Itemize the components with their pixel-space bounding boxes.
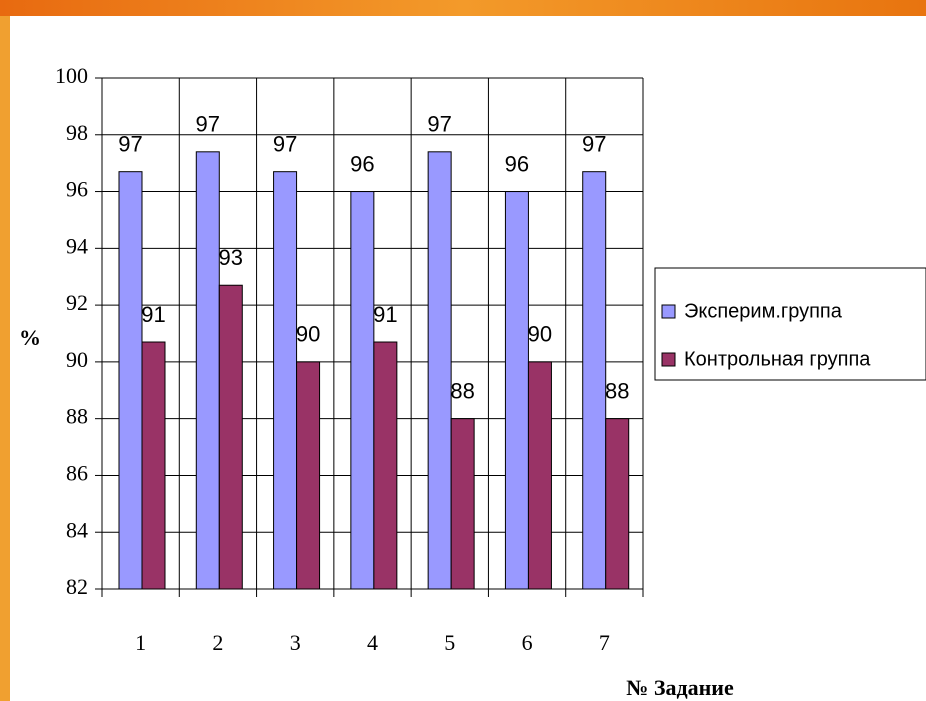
data-label: 97 <box>273 131 297 156</box>
bar <box>350 191 375 590</box>
data-label: 88 <box>450 378 474 403</box>
data-label: 90 <box>528 322 552 347</box>
y-tick-label: 98 <box>66 120 88 145</box>
data-label: 91 <box>373 302 397 327</box>
y-tick-label: 90 <box>66 347 88 372</box>
x-tick-label: 5 <box>444 630 455 655</box>
x-axis-title: № Задание <box>626 675 734 700</box>
y-tick-label: 82 <box>66 574 88 599</box>
x-tick-label: 7 <box>599 630 610 655</box>
x-tick-label: 1 <box>135 630 146 655</box>
data-label: 93 <box>219 245 243 270</box>
data-label: 96 <box>505 151 529 176</box>
data-label: 97 <box>582 131 606 156</box>
legend-box <box>654 267 926 381</box>
x-tick-label: 6 <box>522 630 533 655</box>
x-tick-label: 2 <box>212 630 223 655</box>
bar <box>118 171 143 590</box>
y-tick-label: 96 <box>66 177 88 202</box>
bar <box>296 361 321 590</box>
side-band <box>0 16 10 701</box>
data-label: 97 <box>427 112 451 137</box>
data-label: 97 <box>196 112 220 137</box>
y-tick-label: 100 <box>55 63 88 88</box>
top-band <box>0 0 926 16</box>
y-tick-label: 86 <box>66 460 88 485</box>
x-tick-label: 4 <box>367 630 378 655</box>
x-tick-label: 3 <box>290 630 301 655</box>
data-label: 90 <box>296 322 320 347</box>
legend-swatch <box>661 304 676 319</box>
bar <box>427 151 452 590</box>
bar <box>273 171 298 590</box>
y-tick-label: 84 <box>66 517 88 542</box>
legend-swatch <box>661 352 676 367</box>
legend-label: Контрольная группа <box>684 348 871 370</box>
y-tick-label: 94 <box>66 233 88 258</box>
bar <box>141 341 166 590</box>
legend-label: Эксперим.группа <box>684 300 843 322</box>
bar <box>527 361 552 590</box>
bar <box>373 341 398 590</box>
data-label: 97 <box>118 131 142 156</box>
bar <box>605 418 630 590</box>
y-axis-title: % <box>19 325 41 350</box>
y-tick-label: 88 <box>66 404 88 429</box>
bar <box>195 151 220 590</box>
bar <box>450 418 475 590</box>
y-tick-label: 92 <box>66 290 88 315</box>
bar <box>504 191 529 590</box>
data-label: 91 <box>141 302 165 327</box>
bar <box>582 171 607 590</box>
data-label: 96 <box>350 151 374 176</box>
data-label: 88 <box>605 378 629 403</box>
bar <box>218 284 243 590</box>
